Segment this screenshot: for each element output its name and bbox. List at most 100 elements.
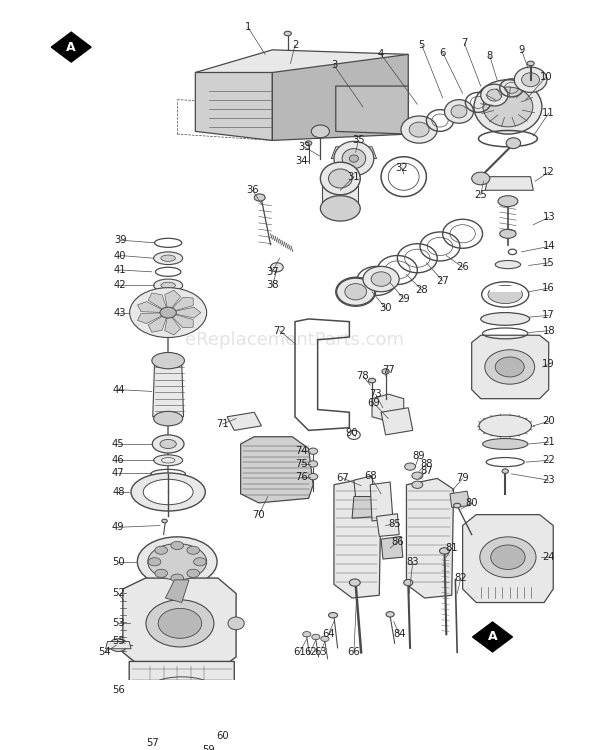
Text: 21: 21 [542, 437, 555, 447]
Ellipse shape [487, 89, 502, 101]
Text: 48: 48 [112, 487, 124, 497]
Ellipse shape [500, 230, 516, 238]
Ellipse shape [401, 116, 437, 143]
Ellipse shape [312, 125, 329, 138]
Text: 6: 6 [440, 47, 446, 58]
Ellipse shape [284, 32, 291, 36]
Text: 86: 86 [391, 537, 404, 547]
Text: 75: 75 [295, 459, 308, 469]
Text: 53: 53 [112, 618, 124, 628]
Ellipse shape [386, 611, 394, 617]
Text: eReplacementParts.com: eReplacementParts.com [185, 331, 405, 349]
Text: 45: 45 [112, 439, 124, 449]
Polygon shape [407, 478, 454, 598]
Ellipse shape [303, 632, 311, 637]
Text: 23: 23 [542, 476, 555, 485]
Text: 71: 71 [216, 419, 229, 429]
Polygon shape [381, 408, 413, 435]
Text: 90: 90 [346, 428, 358, 438]
Text: 30: 30 [379, 303, 392, 313]
Text: 52: 52 [112, 589, 124, 598]
Text: 3: 3 [331, 60, 337, 70]
Ellipse shape [454, 503, 461, 508]
Text: 56: 56 [112, 686, 124, 695]
Text: A: A [67, 40, 76, 53]
Polygon shape [490, 286, 520, 292]
Ellipse shape [194, 558, 206, 566]
Ellipse shape [254, 194, 265, 201]
Text: 66: 66 [348, 647, 360, 657]
Text: 15: 15 [542, 258, 555, 268]
Ellipse shape [474, 80, 542, 134]
Ellipse shape [143, 479, 193, 505]
Text: 76: 76 [295, 472, 308, 482]
Ellipse shape [363, 266, 399, 292]
Ellipse shape [109, 639, 127, 652]
Polygon shape [227, 413, 261, 430]
Text: 87: 87 [420, 466, 432, 476]
Text: 88: 88 [420, 459, 432, 469]
Text: 20: 20 [542, 416, 555, 426]
Text: 24: 24 [542, 552, 555, 562]
Ellipse shape [187, 546, 199, 554]
Text: 49: 49 [112, 522, 124, 532]
Ellipse shape [345, 284, 366, 300]
Text: 79: 79 [456, 473, 469, 484]
Ellipse shape [212, 722, 224, 728]
Polygon shape [129, 662, 234, 720]
Text: 69: 69 [368, 398, 380, 408]
Text: 25: 25 [474, 190, 487, 200]
Ellipse shape [160, 308, 176, 318]
Ellipse shape [152, 352, 185, 369]
Text: 14: 14 [542, 242, 555, 251]
Ellipse shape [161, 282, 175, 289]
Ellipse shape [148, 544, 206, 580]
Text: 83: 83 [407, 556, 419, 567]
Text: 62: 62 [304, 647, 317, 657]
Ellipse shape [481, 313, 530, 326]
Polygon shape [106, 641, 131, 649]
Polygon shape [165, 580, 189, 602]
Ellipse shape [171, 574, 183, 582]
Ellipse shape [329, 169, 352, 188]
Ellipse shape [155, 546, 168, 554]
Text: 4: 4 [378, 50, 384, 59]
Text: 55: 55 [112, 637, 124, 646]
Text: 40: 40 [114, 251, 126, 260]
Ellipse shape [228, 617, 244, 630]
Ellipse shape [480, 537, 536, 578]
Ellipse shape [320, 196, 360, 221]
Text: 28: 28 [415, 285, 428, 295]
Text: 82: 82 [454, 573, 467, 583]
Text: 12: 12 [542, 167, 555, 177]
Text: 19: 19 [542, 359, 555, 369]
Ellipse shape [161, 255, 175, 262]
Polygon shape [195, 50, 408, 77]
Ellipse shape [130, 288, 206, 338]
Polygon shape [376, 514, 399, 536]
Ellipse shape [321, 636, 329, 641]
Text: 27: 27 [437, 276, 449, 286]
Text: 73: 73 [369, 389, 382, 399]
Ellipse shape [495, 357, 525, 377]
Ellipse shape [404, 580, 413, 586]
Ellipse shape [309, 460, 317, 467]
Polygon shape [322, 178, 358, 209]
Text: 33: 33 [298, 142, 310, 152]
Ellipse shape [483, 439, 528, 449]
Polygon shape [473, 622, 513, 652]
Text: 10: 10 [540, 72, 552, 82]
Text: A: A [488, 631, 497, 644]
Polygon shape [372, 394, 404, 422]
Ellipse shape [153, 252, 183, 265]
Polygon shape [331, 147, 376, 158]
Text: 72: 72 [273, 326, 286, 336]
Text: 32: 32 [396, 163, 408, 172]
Text: 22: 22 [542, 455, 555, 465]
Ellipse shape [148, 558, 161, 566]
Ellipse shape [522, 73, 539, 87]
Polygon shape [485, 177, 533, 190]
Polygon shape [352, 496, 376, 518]
Text: 74: 74 [295, 446, 307, 456]
Ellipse shape [479, 415, 532, 436]
